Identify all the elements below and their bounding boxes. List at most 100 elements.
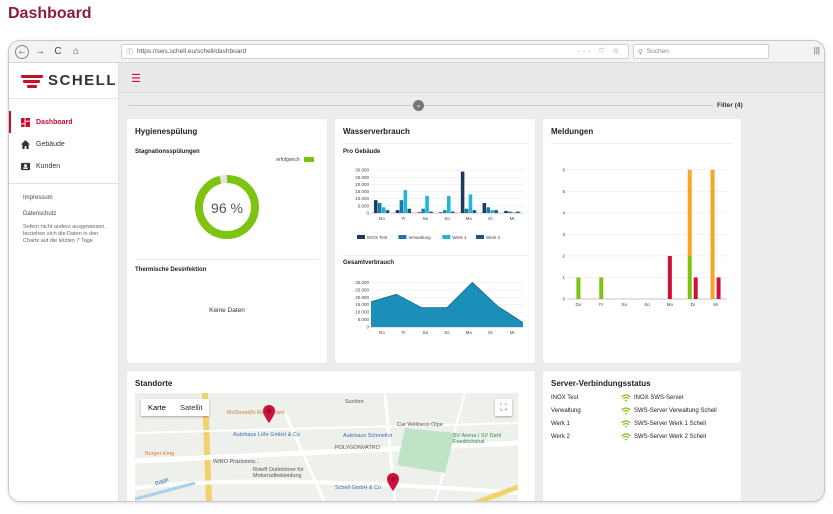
pro-bar xyxy=(468,194,473,213)
donut-legend: erfolgreich xyxy=(276,157,317,163)
pro-xtick: Sa xyxy=(423,216,429,221)
map-label: Car Wellness Olpe xyxy=(397,422,443,428)
meld-bar xyxy=(710,169,715,299)
pro-legend-label: INOX Test xyxy=(367,235,388,240)
pro-bar xyxy=(494,210,498,213)
sidebar-item-dashboard[interactable]: Dashboard xyxy=(9,111,118,133)
map-label: Roleff Outletstore für Motorradbekleidun… xyxy=(253,467,304,479)
pro-bar xyxy=(447,195,451,213)
map-tab-karte[interactable]: Karte xyxy=(148,403,166,412)
pro-xtick: Mi xyxy=(510,216,515,221)
pro-bar xyxy=(381,207,386,213)
meld-xtick: Mo xyxy=(667,302,674,307)
pro-bar xyxy=(443,210,447,213)
pro-bar xyxy=(403,190,408,213)
pro-gebaeude-chart: 0 5.000 10.000 15.000 20.000 25.000 30.000 Do Fr… xyxy=(355,168,523,240)
library-icon[interactable]: ||| xyxy=(813,46,820,55)
meldungen-chart: 0 1 2 3 4 5 6 Do Fr Sa So Mo Di Mi xyxy=(562,167,727,307)
server-row-server: SWS-Server Werk 2 Schell xyxy=(634,434,706,440)
chevron-down-icon[interactable]: ⌄ xyxy=(413,100,424,111)
filter-button[interactable]: Filter (4) xyxy=(717,102,743,109)
forward-button[interactable]: → xyxy=(35,46,45,57)
meld-bar xyxy=(693,277,698,299)
pro-bar xyxy=(512,212,516,213)
sidebar-note: Sofern nicht anders ausgewiesen, beziehe… xyxy=(23,224,106,244)
page-actions-icon[interactable]: ··· ♡ ☆ xyxy=(577,48,622,55)
pro-ytick: 10.000 xyxy=(355,196,369,201)
impressum-link[interactable]: Impressum xyxy=(23,195,53,201)
donut-percent: 96 % xyxy=(211,200,243,216)
meld-xtick: Sa xyxy=(621,302,627,307)
meld-bar xyxy=(716,277,721,299)
server-row-name: Werk 2 xyxy=(551,434,570,440)
map-pin-icon[interactable] xyxy=(263,405,275,423)
wifi-icon xyxy=(621,433,631,441)
gesamt-xtick: Mi xyxy=(510,330,515,335)
schell-logo[interactable]: SCHELL xyxy=(9,63,118,99)
location-map[interactable]: Karte Satellit ⛶ Suchen McDonald's Resta… xyxy=(135,393,518,501)
pro-bar xyxy=(490,210,494,213)
server-row-server: SWS-Server Werk 1 Schell xyxy=(634,421,706,427)
menu-icon[interactable]: ☰ xyxy=(131,73,141,85)
reload-button[interactable]: C xyxy=(54,46,62,57)
search-icon: ⚲ xyxy=(638,48,643,56)
url-bar[interactable]: ⓘ https://sws.schell.eu/schell/dashboard… xyxy=(121,44,629,59)
pro-ytick: 15.000 xyxy=(355,189,369,194)
sidebar: SCHELL Dashboard Gebäude Kunden Impressu… xyxy=(9,63,119,501)
pro-xtick: Fr xyxy=(401,216,406,221)
sidebar-item-gebaeude[interactable]: Gebäude xyxy=(9,133,118,155)
server-row-server: SWS-Server Verwaltung Schell xyxy=(634,408,717,414)
back-button[interactable]: ← xyxy=(15,44,29,59)
gesamt-xtick: Di xyxy=(488,330,492,335)
gesamt-chart: 0 5.000 10.000 15.000 20.000 25.000 30.000 Do Fr… xyxy=(355,280,524,335)
server-row-name: Verwaltung xyxy=(551,408,581,414)
gesamt-ytick: 15.000 xyxy=(355,302,369,307)
map-tab-satellit[interactable]: Satellit xyxy=(179,403,203,412)
datenschutz-link[interactable]: Datenschutz xyxy=(23,211,57,217)
map-label: POLYGONVATRO xyxy=(335,445,380,451)
search-placeholder: Suchen xyxy=(646,48,669,55)
pro-ytick: 25.000 xyxy=(355,175,369,180)
meld-ytick: 4 xyxy=(562,210,565,215)
gesamt-area xyxy=(371,282,523,327)
meld-bar xyxy=(576,277,581,299)
wifi-icon xyxy=(621,420,631,428)
meld-ytick: 1 xyxy=(562,275,565,280)
meld-bar xyxy=(687,255,692,299)
info-icon[interactable]: ⓘ xyxy=(126,48,133,56)
meld-xtick: So xyxy=(644,302,650,307)
pro-bar xyxy=(407,208,412,213)
pro-bar xyxy=(439,212,443,213)
map-label: SV Arena / SV Dahl Friedrichshal xyxy=(453,433,501,445)
map-pin-icon[interactable] xyxy=(387,473,399,491)
browser-search-input[interactable]: ⚲ Suchen xyxy=(633,44,769,59)
browser-window: ← → C ⌂ ⓘ https://sws.schell.eu/schell/d… xyxy=(8,40,825,502)
meld-bar xyxy=(599,277,604,299)
gesamt-line xyxy=(370,281,524,323)
pro-bar xyxy=(385,210,390,213)
home-icon xyxy=(21,139,30,149)
gesamt-xtick: So xyxy=(444,330,450,335)
pro-ytick: 5.000 xyxy=(358,203,370,208)
map-label: Autohaus Schmeltor xyxy=(343,433,393,439)
pro-bar xyxy=(373,200,378,213)
sidebar-item-label: Gebäude xyxy=(36,140,65,148)
pro-bar xyxy=(421,208,425,213)
pro-legend-label: Werk 2 xyxy=(486,235,501,240)
meld-xtick: Mi xyxy=(713,302,718,307)
home-button[interactable]: ⌂ xyxy=(72,46,80,57)
pro-legend-chip xyxy=(357,235,365,239)
gesamt-title: Gesamtverbrauch xyxy=(343,260,395,266)
pro-bar xyxy=(508,211,512,213)
meld-xtick: Fr xyxy=(599,302,604,307)
pro-bar xyxy=(395,210,400,213)
contact-card-icon xyxy=(21,162,30,170)
stagnation-donut xyxy=(195,175,259,239)
pro-bar xyxy=(482,203,487,213)
pro-legend-label: Werk 1 xyxy=(452,235,467,240)
map-label: Autohaus Löhr GmbH & Co xyxy=(233,432,300,438)
gesamt-xtick: Fr xyxy=(401,330,406,335)
fullscreen-icon[interactable]: ⛶ xyxy=(495,399,512,416)
pro-bar xyxy=(504,210,508,213)
sidebar-item-kunden[interactable]: Kunden xyxy=(9,155,118,177)
